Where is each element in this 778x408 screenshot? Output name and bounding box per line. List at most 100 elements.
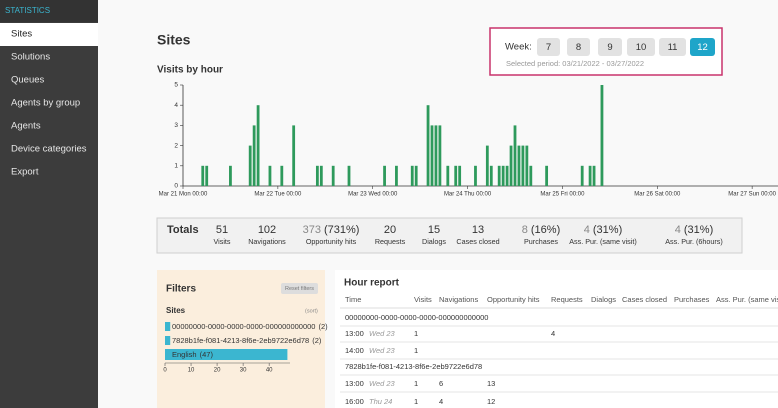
total-value: 102 <box>258 224 276 236</box>
bar <box>458 165 462 186</box>
total-number: 13 <box>472 224 484 236</box>
total-value: 4 (31%) <box>584 224 622 236</box>
total-label: Requests <box>375 237 406 246</box>
menu-item[interactable]: Device categories <box>11 144 87 155</box>
bar <box>600 85 604 186</box>
total-pct: (16%) <box>531 224 560 236</box>
bar <box>434 125 438 186</box>
column-header: Ass. Pur. (same visit) <box>716 295 778 304</box>
bar <box>592 165 596 186</box>
filter-bar-label[interactable]: English (47) <box>172 350 213 359</box>
bar <box>501 165 505 186</box>
bar <box>521 145 525 186</box>
total-number: 373 <box>303 224 321 236</box>
period: Selected period: 03/21/2022 - 03/27/2022 <box>506 59 644 68</box>
week-button-label[interactable]: 8 <box>576 42 581 53</box>
week-button[interactable] <box>567 38 590 56</box>
week-button-label[interactable]: 7 <box>546 42 551 53</box>
x-tick-label: Mar 25 Fri 00:00 <box>540 192 585 198</box>
week-button[interactable] <box>690 38 715 56</box>
row-cell: 4 <box>551 329 555 338</box>
filter-tick-label: 0 <box>163 368 167 374</box>
bar <box>430 125 434 186</box>
week-button[interactable] <box>659 38 686 56</box>
totals-box <box>156 217 743 254</box>
menu-item[interactable]: Sites <box>11 29 32 40</box>
row-cell: 1 <box>414 346 418 355</box>
sidebar-header: STATISTICS <box>5 6 50 15</box>
bar <box>229 165 232 186</box>
bar <box>580 165 584 186</box>
y-tick-label: 4 <box>174 102 178 109</box>
bar <box>545 165 549 186</box>
filter-tick-label: 10 <box>188 368 195 374</box>
bar <box>201 165 205 186</box>
filter-bar[interactable] <box>165 349 288 360</box>
week-button[interactable] <box>598 38 622 56</box>
group-row: 00000000-0000-0000-0000-000000000000 <box>345 313 488 322</box>
week-button[interactable] <box>627 38 655 56</box>
column-header: Dialogs <box>591 295 616 304</box>
sort-link[interactable]: (sort) <box>305 308 318 314</box>
bar <box>280 165 284 186</box>
week-button-label[interactable]: 10 <box>636 42 647 53</box>
group-row: 7828b1fe-f081-4213-8f6e-2eb9722e6d78 <box>345 362 482 371</box>
menu-item[interactable]: Queues <box>11 75 45 86</box>
y-tick-label: 1 <box>174 163 178 170</box>
row-cell: 1 <box>414 397 418 406</box>
menu-item[interactable]: Solutions <box>11 52 50 63</box>
reset-label[interactable]: Reset filters <box>285 286 314 292</box>
row-cell: 1 <box>414 329 418 338</box>
filter-bar[interactable] <box>165 322 171 331</box>
total-number: 4 <box>675 224 681 236</box>
filter-tick-label: 40 <box>266 368 273 374</box>
filter-count: (47) <box>200 350 214 359</box>
x-tick-label: Mar 23 Wed 00:00 <box>348 192 398 198</box>
bar <box>509 145 513 186</box>
menu-item[interactable]: Export <box>11 167 39 178</box>
week-button-label[interactable]: 11 <box>668 42 678 53</box>
total-number: 102 <box>258 224 276 236</box>
row-time: 13:00 <box>345 379 364 388</box>
week-button[interactable] <box>537 38 560 56</box>
totals-label: Totals <box>167 224 199 236</box>
total-pct: (31%) <box>593 224 622 236</box>
total-number: 4 <box>584 224 590 236</box>
menu-active-bg[interactable] <box>0 23 98 46</box>
sidebar-header-bg <box>0 0 98 22</box>
reset-button[interactable] <box>281 283 318 294</box>
x-tick-label: Mar 22 Tue 00:00 <box>254 192 302 198</box>
x-tick-label: Mar 24 Thu 00:00 <box>444 192 492 198</box>
column-header: Purchases <box>674 295 710 304</box>
filter-chart-title: Sites <box>166 306 186 315</box>
week-button-label[interactable]: 9 <box>607 42 612 53</box>
row-day: Wed 23 <box>369 379 396 388</box>
row-day: Wed 23 <box>369 346 396 355</box>
filter-count: (2) <box>318 322 328 331</box>
filter-bar-label[interactable]: 7828b1fe-f081-4213-8f6e-2eb9722e6d78 (2) <box>172 336 322 345</box>
bar <box>426 105 430 186</box>
total-label: Purchases <box>524 237 558 246</box>
row-cell: 4 <box>439 397 443 406</box>
bar <box>438 125 442 186</box>
filter-bar-label[interactable]: 00000000-0000-0000-0000-000000000000 (2) <box>172 322 328 331</box>
total-number: 15 <box>428 224 440 236</box>
row-day: Wed 23 <box>369 329 396 338</box>
bar <box>347 165 351 186</box>
x-tick-label: Mar 26 Sat 00:00 <box>634 192 681 198</box>
filter-bar[interactable] <box>165 336 171 345</box>
bar <box>529 165 533 186</box>
row-cell: 1 <box>414 379 418 388</box>
bar <box>474 165 477 186</box>
bar <box>315 165 319 186</box>
bar <box>410 165 414 186</box>
total-label: Navigations <box>248 237 286 246</box>
sidebar <box>0 0 98 408</box>
bar <box>525 145 529 186</box>
total-label: Cases closed <box>456 237 499 246</box>
row-time: 13:00 <box>345 329 364 338</box>
week-button-label[interactable]: 12 <box>697 42 708 53</box>
menu-item[interactable]: Agents <box>11 121 41 132</box>
menu-item[interactable]: Agents by group <box>11 98 80 109</box>
